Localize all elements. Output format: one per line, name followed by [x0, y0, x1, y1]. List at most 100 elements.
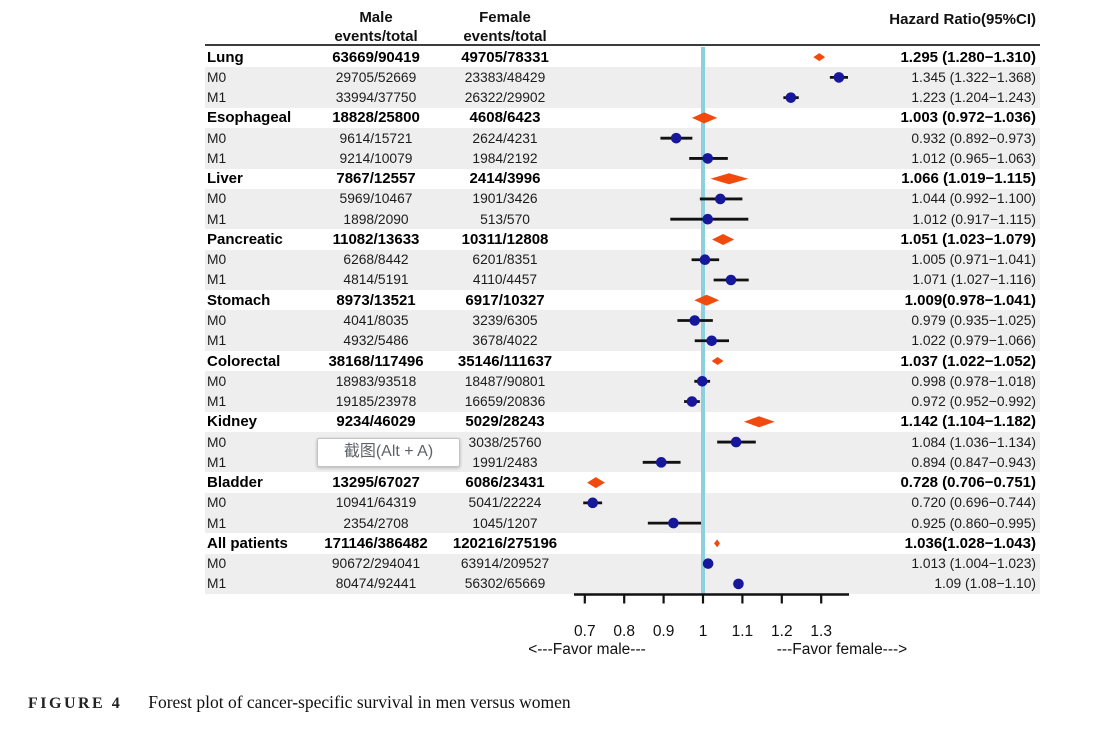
cell-male: 9234/46029	[336, 413, 416, 431]
column-header-hazard-ratio: Hazard Ratio(95%CI)	[889, 11, 1036, 28]
cell-male: 33994/37750	[335, 90, 417, 106]
cell-hr: 1.223 (1.204−1.243)	[911, 90, 1036, 106]
cell-hr: 1.051 (1.023−1.079)	[900, 230, 1036, 248]
table-row: M1 1898/2090 513/570 1.012 (0.917−1.115)	[205, 209, 1040, 230]
cell-female: 56302/65669	[464, 576, 546, 592]
cell-female: 35146/111637	[457, 352, 553, 370]
table-row: M0 29705/52669 23383/48429 1.345 (1.322−1.3…	[205, 67, 1040, 88]
cell-male: 18828/25800	[332, 109, 420, 127]
cell-male: 38168/117496	[328, 352, 424, 370]
cell-name: M0	[207, 556, 227, 572]
cell-name: M0	[207, 313, 227, 328]
cell-hr: 0.979 (0.935−1.025)	[911, 313, 1036, 328]
forest-table: Lung 63669/90419 49705/78331 1.295 (1.280−1…	[205, 47, 1040, 595]
cell-name: M1	[207, 272, 227, 288]
cell-female: 3239/6305	[472, 313, 538, 328]
cell-male: 90672/294041	[331, 556, 421, 572]
cell-male: 18983/93518	[335, 373, 417, 389]
cell-female: 5041/22224	[468, 495, 542, 511]
cell-female: 26322/29902	[464, 90, 546, 106]
cell-name: Bladder	[207, 474, 263, 492]
cell-hr: 0.894 (0.847−0.943)	[911, 454, 1036, 470]
table-row: Stomach 8973/13521 6917/10327 1.009(0.978−1…	[205, 290, 1040, 310]
table-row: M1 2354/2708 1045/1207 0.925 (0.860−0.995)	[205, 512, 1040, 534]
cell-female: 4110/4457	[472, 272, 538, 288]
x-axis-tick-label: 1	[699, 623, 708, 640]
table-row: Bladder 13295/67027 6086/23431 0.728 (0.706…	[205, 472, 1040, 492]
cell-female: 2624/4231	[472, 130, 538, 146]
cell-male: 4932/5486	[343, 333, 409, 349]
table-row: M1 33994/37750 26322/29902 1.223 (1.204−1.2…	[205, 87, 1040, 108]
cell-female: 1991/2483	[472, 454, 538, 470]
table-row: M0 5969/10467 1901/3426 1.044 (0.992−1.100)	[205, 188, 1040, 210]
cell-female: 6917/10327	[465, 291, 545, 309]
cell-female: 18487/90801	[464, 373, 546, 389]
screenshot-tooltip[interactable]: 截图(Alt + A)	[317, 438, 460, 467]
table-row: Lung 63669/90419 49705/78331 1.295 (1.280−1…	[205, 47, 1040, 67]
cell-hr: 0.932 (0.892−0.973)	[911, 130, 1036, 146]
cell-male: 19185/23978	[335, 394, 417, 410]
cell-female: 6201/8351	[472, 252, 538, 268]
cell-name: M1	[207, 515, 227, 531]
table-row: Pancreatic 11082/13633 10311/12808 1.051 (1…	[205, 229, 1040, 249]
column-header-male: Male events/total	[334, 9, 418, 45]
table-row: M0 9614/15721 2624/4231 0.932 (0.892−0.973)	[205, 128, 1040, 149]
cell-name: M0	[207, 252, 227, 268]
cell-name: M0	[207, 434, 227, 450]
cell-hr: 0.998 (0.978−1.018)	[911, 373, 1036, 389]
cell-male: 9614/15721	[339, 130, 413, 146]
cell-female: 1984/2192	[472, 150, 538, 166]
cell-male: 10941/64319	[335, 495, 417, 511]
cell-name: M0	[207, 373, 227, 389]
cell-hr: 1.036(1.028−1.043)	[904, 534, 1036, 552]
cell-female: 49705/78331	[461, 48, 549, 66]
cell-name: Kidney	[207, 413, 258, 431]
cell-name: Colorectal	[207, 352, 281, 370]
cell-hr: 1.037 (1.022−1.052)	[900, 352, 1036, 370]
column-header-female: Female events/total	[463, 9, 547, 45]
table-row: M1 9214/10079 1984/2192 1.012 (0.965−1.063)	[205, 148, 1040, 169]
figure-caption-text: Forest plot of cancer-specific survival …	[148, 692, 571, 712]
cell-hr: 1.012 (0.965−1.063)	[911, 150, 1036, 166]
cell-male: 7867/12557	[336, 170, 416, 188]
table-row: Colorectal 38168/117496 35146/111637 1.037 …	[205, 351, 1040, 371]
header-rule	[205, 44, 1040, 47]
cell-male: 4814/5191	[343, 272, 409, 288]
table-row: M0 6268/8442 6201/8351 1.005 (0.971−1.041)	[205, 249, 1040, 270]
favor-female-label: ---Favor female--->	[776, 641, 908, 658]
cell-name: Esophageal	[207, 109, 292, 127]
cell-hr: 1.009(0.978−1.041)	[904, 291, 1036, 309]
table-row: Liver 7867/12557 2414/3996 1.066 (1.019−1.1…	[205, 169, 1040, 189]
cell-hr: 1.084 (1.036−1.134)	[911, 434, 1036, 450]
cell-name: M1	[207, 333, 227, 349]
cell-name: Pancreatic	[207, 230, 283, 248]
table-row: All patients 171146/386482 120216/275196 1.…	[205, 533, 1040, 553]
cell-female: 4608/6423	[469, 109, 541, 127]
cell-hr: 1.071 (1.027−1.116)	[912, 272, 1036, 288]
cell-female: 1901/3426	[472, 191, 538, 207]
cell-female: 1045/1207	[472, 515, 538, 531]
cell-name: M1	[207, 211, 227, 227]
cell-female: 63914/209527	[460, 556, 550, 572]
x-axis-tick-label: 0.9	[653, 623, 675, 640]
figure-number: FIGURE 4	[28, 695, 123, 712]
cell-name: Lung	[207, 48, 244, 66]
cell-female: 10311/12808	[461, 230, 549, 248]
x-axis-tick-label: 1.2	[771, 623, 793, 640]
cell-hr: 1.142 (1.104−1.182)	[900, 413, 1036, 431]
cell-hr: 1.012 (0.917−1.115)	[912, 211, 1036, 227]
cell-female: 3678/4022	[472, 333, 538, 349]
cell-name: M1	[207, 394, 227, 410]
cell-name: M1	[207, 454, 227, 470]
cell-male: 1898/2090	[343, 211, 409, 227]
cell-hr: 1.013 (1.004−1.023)	[911, 556, 1036, 572]
cell-male: 11082/13633	[332, 230, 420, 248]
cell-female: 6086/23431	[465, 474, 545, 492]
cell-female: 120216/275196	[452, 534, 558, 552]
cell-female: 16659/20836	[464, 394, 546, 410]
x-axis-tick-label: 0.8	[613, 623, 635, 640]
x-axis-tick-label: 0.7	[574, 623, 596, 640]
cell-male: 9214/10079	[339, 150, 413, 166]
cell-name: M0	[207, 191, 227, 207]
cell-hr: 0.720 (0.696−0.744)	[911, 495, 1036, 511]
